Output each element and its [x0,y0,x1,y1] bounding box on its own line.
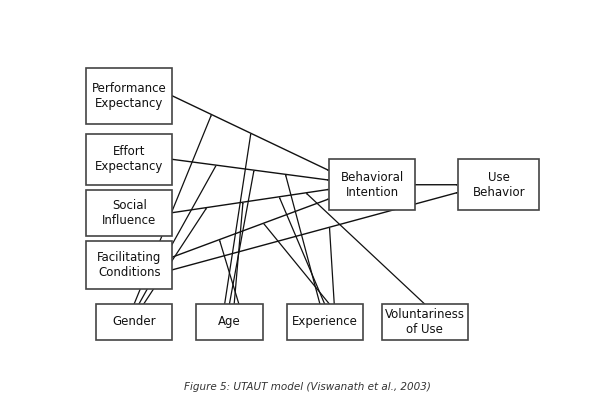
Text: Use
Behavior: Use Behavior [472,171,525,199]
FancyBboxPatch shape [96,304,172,340]
FancyBboxPatch shape [86,241,172,289]
Text: Social
Influence: Social Influence [102,199,156,227]
Text: Experience: Experience [292,316,358,328]
Text: Figure 5: UTAUT model (Viswanath et al., 2003): Figure 5: UTAUT model (Viswanath et al.,… [184,382,431,392]
FancyBboxPatch shape [86,68,172,124]
Text: Voluntariness
of Use: Voluntariness of Use [385,308,465,336]
Text: Facilitating
Conditions: Facilitating Conditions [97,251,162,279]
Text: Performance
Expectancy: Performance Expectancy [92,82,167,110]
Text: Age: Age [218,316,240,328]
FancyBboxPatch shape [196,304,263,340]
Text: Gender: Gender [113,316,156,328]
FancyBboxPatch shape [458,159,539,210]
FancyBboxPatch shape [86,134,172,185]
FancyBboxPatch shape [330,159,415,210]
FancyBboxPatch shape [86,190,172,236]
FancyBboxPatch shape [287,304,363,340]
Text: Behavioral
Intention: Behavioral Intention [341,171,404,199]
FancyBboxPatch shape [382,304,468,340]
Text: Effort
Expectancy: Effort Expectancy [95,145,164,173]
